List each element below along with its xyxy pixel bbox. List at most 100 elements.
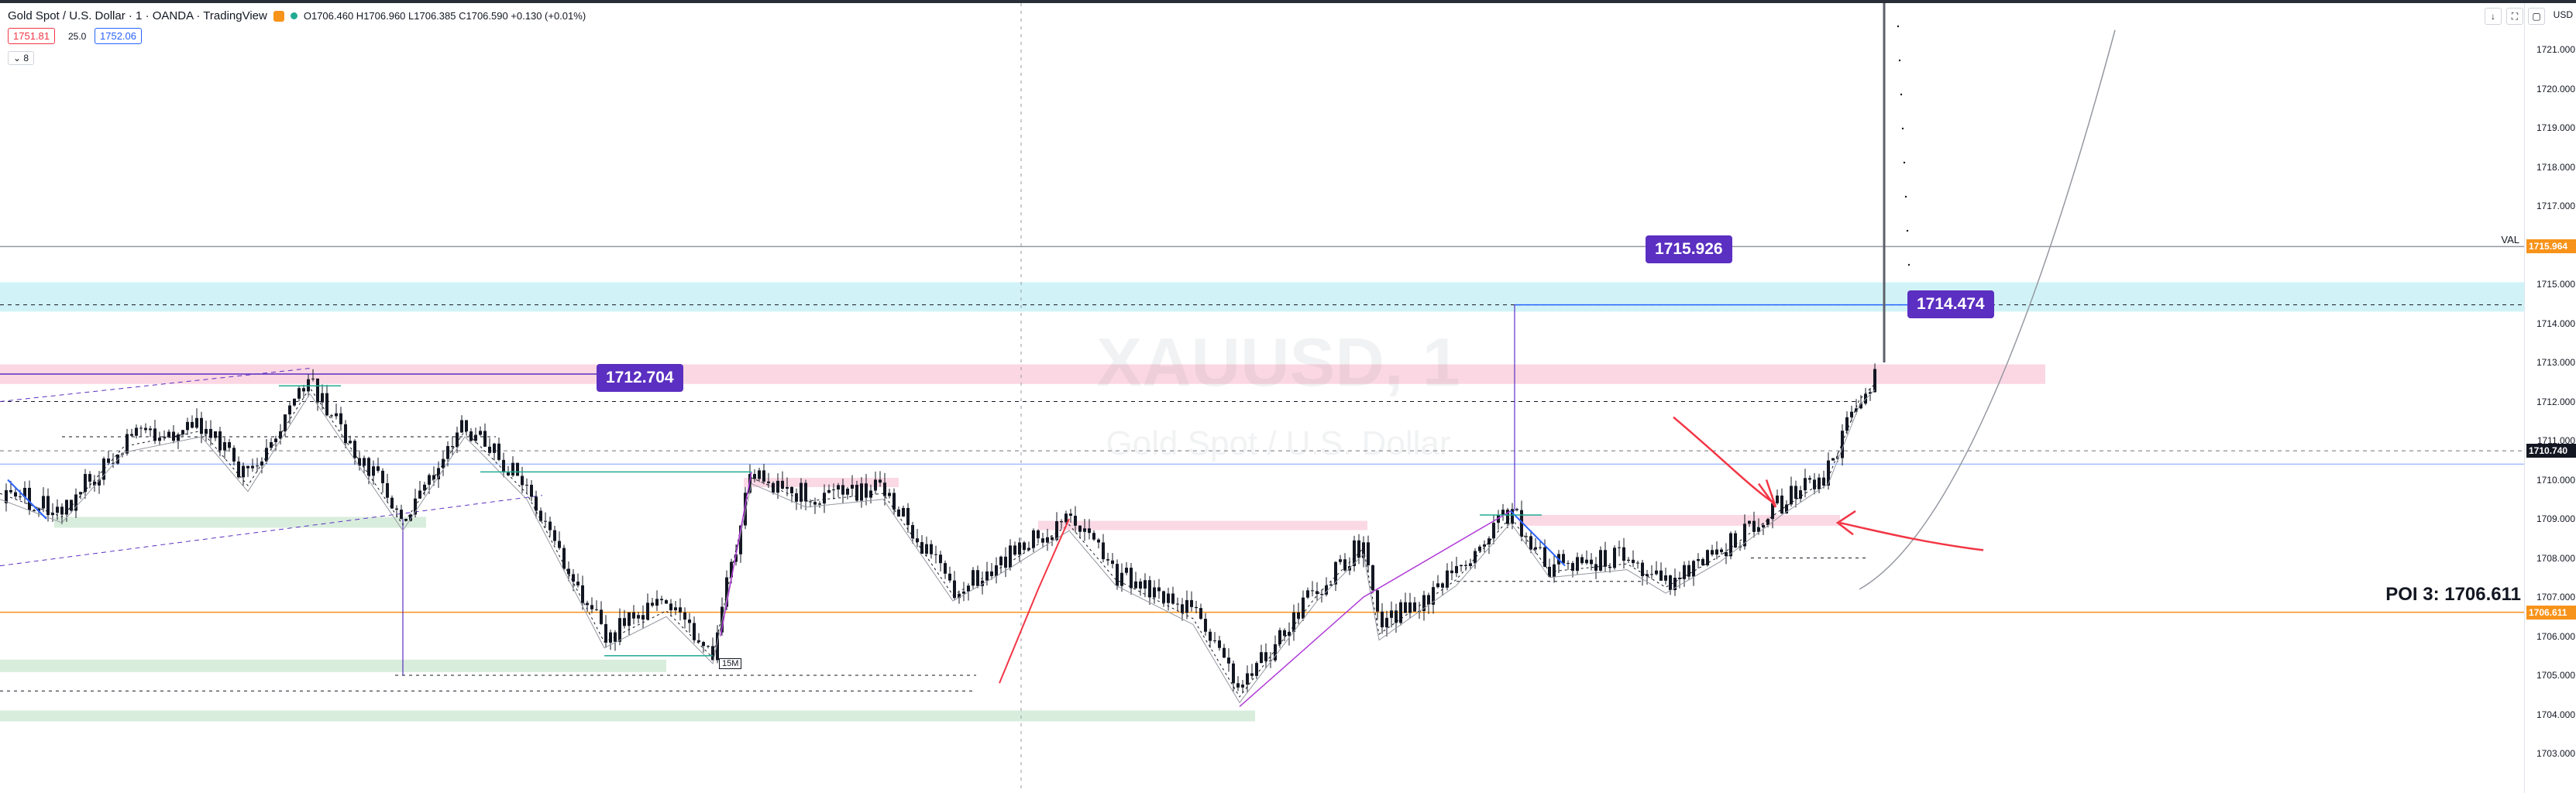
candle-body [1199, 608, 1202, 620]
candle-body [1334, 561, 1337, 585]
candle-body [934, 554, 937, 555]
candle-body [976, 570, 979, 586]
candle-body [465, 420, 468, 432]
chart-plot-area[interactable]: XAUUSD, 1 Gold Spot / U.S. Dollar 1715.9… [0, 3, 2524, 793]
candle-body [1246, 673, 1249, 685]
chart-canvas[interactable] [0, 3, 2524, 793]
candle-body [37, 508, 40, 512]
candle-body [758, 470, 761, 479]
hand-drawn-arrow [1835, 510, 1984, 551]
level-label-1715[interactable]: 1715.926 [1646, 235, 1732, 263]
symbol-title[interactable]: Gold Spot / U.S. Dollar · 1 · OANDA · Tr… [8, 9, 267, 22]
candle-body [256, 465, 259, 467]
candle-body [1343, 559, 1346, 571]
candle-body [1687, 565, 1690, 577]
candle-body [1181, 604, 1184, 613]
candle-body [734, 554, 738, 562]
candle-body [786, 486, 789, 489]
candle-body [1492, 523, 1495, 539]
candle-body [1218, 640, 1221, 648]
candle-body [1162, 591, 1165, 603]
candle-body [930, 544, 933, 554]
candle-body [1659, 570, 1663, 581]
fullscreen-icon[interactable]: ⛶ [2506, 8, 2523, 25]
price-axis[interactable]: 1721.000 1720.000 1719.000 1718.000 1717.000… [2524, 3, 2576, 793]
candle-body [1859, 403, 1862, 409]
top-border [0, 0, 2576, 3]
indicators-collapse-button[interactable]: ⌄ 8 [8, 51, 35, 65]
candle-body [60, 506, 64, 515]
candle-body [149, 428, 152, 431]
candle-body [1190, 599, 1193, 607]
buy-button[interactable]: 1752.06 [95, 28, 142, 44]
candle-body [200, 417, 203, 434]
candle-body [51, 513, 54, 516]
price-tick: 1704.000 [2536, 709, 2575, 720]
screenshot-icon[interactable]: ▢ [2528, 8, 2545, 25]
candle-body [972, 570, 975, 586]
price-tick: 1703.000 [2536, 748, 2575, 759]
swing-line-blue [7, 479, 47, 520]
projection-dot [1897, 25, 1900, 28]
candle-body [1176, 603, 1179, 605]
candle-body [739, 525, 742, 554]
currency-selector[interactable]: USD [2553, 9, 2573, 20]
candle-body [1743, 524, 1746, 547]
candle-body [1255, 663, 1258, 676]
candle-body [1320, 594, 1323, 596]
candle-body [456, 432, 459, 448]
candle-body [1715, 549, 1718, 555]
candle-body [790, 486, 793, 494]
candle-body [1171, 593, 1175, 604]
candle-body [423, 484, 426, 491]
candle-body [1515, 509, 1518, 510]
moving-average-dotted [0, 383, 1876, 698]
candle-body [1785, 504, 1788, 513]
candle-body [1641, 562, 1644, 576]
candle-body [1748, 520, 1751, 524]
candle-body [1836, 458, 1839, 459]
candle-body [1804, 478, 1807, 491]
candle-body [1478, 546, 1481, 551]
candle-body [600, 609, 603, 624]
candle-body [1646, 574, 1649, 576]
candle-body [748, 474, 751, 493]
down-arrow-icon[interactable]: ↓ [2485, 8, 2502, 25]
candle-body [1027, 548, 1030, 551]
candle-body [641, 615, 645, 620]
val-price-tag: 1715.964 [2526, 239, 2576, 254]
candle-body [1278, 630, 1281, 644]
price-tick: 1721.000 [2536, 44, 2575, 55]
level-label-1712[interactable]: 1712.704 [597, 364, 683, 392]
candle-body [339, 413, 342, 424]
price-tick: 1711.000 [2536, 435, 2575, 446]
candle-body [888, 493, 891, 496]
candle-body [23, 487, 26, 497]
candle-body [493, 443, 496, 453]
candle-body [93, 481, 96, 486]
candle-body [883, 482, 886, 496]
candle-body [325, 393, 328, 416]
candle-body [800, 482, 803, 502]
candle-body [1408, 602, 1412, 613]
candle-body [1274, 644, 1277, 661]
sell-button[interactable]: 1751.81 [8, 28, 55, 44]
candle-body [1567, 563, 1570, 565]
window-controls: ↓ ⛶ ▢ [2485, 8, 2545, 25]
candle-body [28, 487, 31, 510]
candle-body [42, 496, 45, 509]
candle-body [177, 434, 180, 441]
poi-label: POI 3: 1706.611 [2385, 584, 2521, 605]
swing-line-purple [720, 472, 752, 637]
candle-body [632, 612, 635, 619]
price-tick: 1719.000 [2536, 122, 2575, 133]
candle-body [897, 509, 900, 517]
candle-body [1655, 570, 1658, 575]
chevron-down-icon: ⌄ [13, 53, 22, 64]
candle-body [953, 580, 956, 599]
candle-body [1464, 565, 1467, 566]
candle-body [595, 609, 598, 610]
candle-body [1306, 590, 1309, 598]
candle-body [711, 646, 714, 661]
level-label-1714[interactable]: 1714.474 [1907, 290, 1994, 318]
